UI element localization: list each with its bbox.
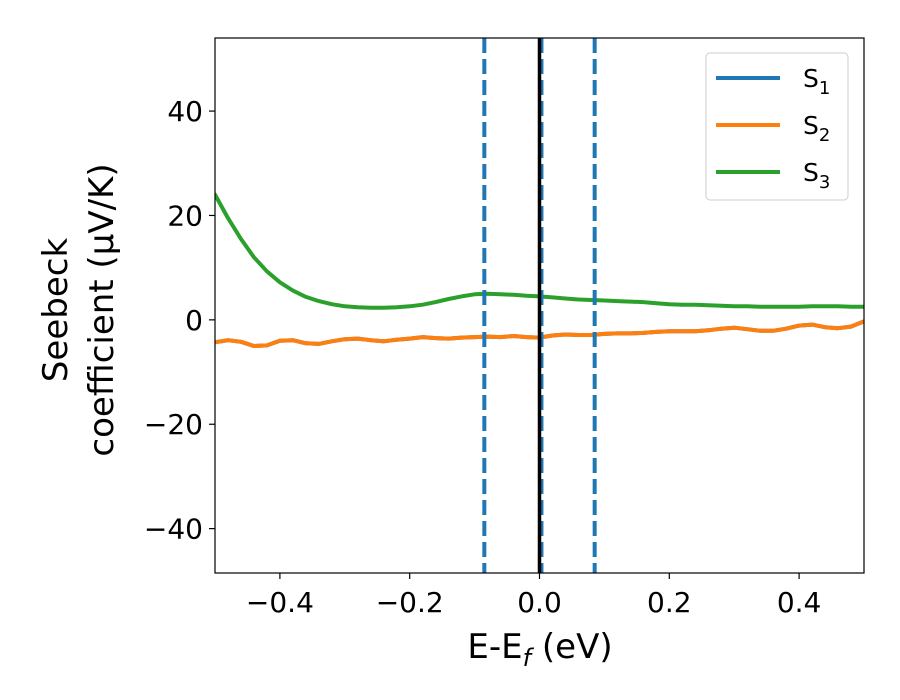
legend: S1 S2 S3 (705, 52, 849, 201)
plot-area (215, 38, 864, 573)
y-tick-label: 40 (167, 95, 203, 128)
x-tick-label: 0.0 (517, 586, 562, 619)
legend-label-s1: S1 (803, 64, 830, 99)
x-tick-label: 0.4 (777, 586, 822, 619)
y-axis-label-line2: coefficient (μV/K) (82, 163, 122, 456)
plot-content (215, 38, 864, 573)
x-axis-label: E-Ef (eV) (467, 627, 612, 672)
legend-label-s2: S2 (803, 111, 830, 146)
y-tick-label: −20 (144, 408, 203, 441)
y-tick-label: −40 (144, 513, 203, 546)
y-tick-label: 20 (167, 199, 203, 232)
y-axis-label-line1: Seebeck (36, 238, 76, 383)
y-axis-label: Seebeck coefficient (μV/K) (36, 163, 122, 456)
legend-label-s3: S3 (803, 158, 830, 193)
axes: −0.4 −0.2 0.0 0.2 0.4 40 20 0 −20 −40 (144, 37, 865, 619)
x-tick-label: 0.2 (647, 586, 692, 619)
x-tick-label: −0.4 (246, 586, 314, 619)
x-tick-label: −0.2 (376, 586, 444, 619)
y-tick-label: 0 (185, 304, 203, 337)
